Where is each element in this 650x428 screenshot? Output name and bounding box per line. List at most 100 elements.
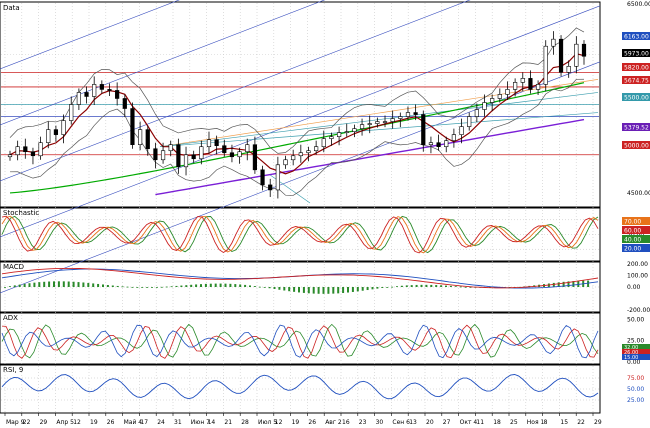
time-axis-label: 23 [359, 419, 367, 426]
time-axis-label: 18 [493, 419, 501, 426]
time-axis-label: 28 [241, 419, 249, 426]
candle-body [260, 169, 265, 186]
channel-line [0, 5, 601, 238]
macd-histogram-bar [62, 281, 65, 287]
fan-line [159, 92, 599, 148]
macd-histogram-bar [371, 287, 374, 290]
macd-histogram-bar [38, 282, 41, 287]
price-level-badge [622, 49, 650, 57]
macd-histogram-bar [459, 286, 462, 288]
macd-histogram-bar [445, 285, 447, 287]
adx-pane-title: ADX [3, 314, 18, 322]
candle-body [252, 144, 258, 171]
stoch-value-badge-text: 20.00 [624, 246, 641, 253]
candle-body [183, 154, 189, 168]
macd-histogram-bar [224, 283, 227, 287]
macd-axis-label: 0.00 [627, 284, 641, 291]
time-axis-label: 11 [476, 419, 484, 426]
macd-histogram-bar [53, 281, 55, 287]
macd-histogram-bar [43, 281, 46, 287]
macd-histogram-bar [92, 283, 95, 287]
macd-histogram-bar [234, 284, 237, 287]
stoch-value-badge [622, 235, 650, 243]
time-axis-label: 12 [275, 419, 283, 426]
macd-histogram-bar [4, 287, 6, 288]
macd-histogram-bar [440, 285, 443, 287]
time-axis-label: 24 [157, 419, 165, 426]
ma-short-line [9, 52, 585, 175]
macd-histogram-bar [23, 283, 26, 287]
macd-histogram-bar [562, 281, 565, 287]
stoch-value-badge [622, 226, 650, 234]
macd-histogram-bar [190, 284, 193, 287]
macd-histogram-bar [449, 285, 452, 287]
candle-body [153, 148, 158, 161]
candle-body [405, 112, 411, 117]
macd-histogram-bar [587, 280, 590, 287]
candle-body [46, 129, 51, 143]
macd-histogram-bar [180, 285, 183, 287]
macd-histogram-bar [577, 280, 580, 287]
macd-histogram-bar [18, 284, 21, 287]
time-axis-label: 30 [376, 419, 384, 426]
price-axis-label: 6500.00 [627, 1, 650, 8]
macd-pane-title: MACD [3, 263, 24, 271]
time-axis-label: Апр 5 [56, 419, 74, 426]
macd-histogram-bar [160, 286, 163, 288]
macd-histogram-bar [361, 287, 364, 291]
rsi-axis-label: 75.00 [627, 375, 644, 382]
candle-body [115, 90, 120, 99]
macd-histogram-bar [410, 285, 413, 287]
candle-body [413, 112, 418, 115]
candle-body [581, 43, 587, 57]
macd-histogram-bar [229, 283, 232, 287]
bollinger-lower-line [9, 78, 585, 196]
macd-histogram-bar [263, 287, 266, 288]
macd-histogram-bar [567, 281, 570, 287]
macd-histogram-bar [268, 287, 271, 289]
macd-histogram-bar [106, 285, 109, 287]
candle-body [84, 92, 89, 97]
time-axis-label: 26 [308, 419, 316, 426]
time-axis-label: Июл 5 [258, 419, 277, 426]
price-level-badge-text: 6163.00 [624, 34, 649, 41]
macd-histogram-bar [175, 285, 178, 287]
candle-body [145, 129, 150, 150]
price-level-badge [622, 123, 650, 131]
channel-line [0, 0, 180, 70]
macd-histogram-bar [57, 281, 60, 287]
time-axis-label: 29 [594, 419, 602, 426]
macd-histogram-bar [72, 281, 75, 287]
time-axis-label: 31 [174, 419, 182, 426]
candle-body [558, 38, 564, 73]
macd-histogram-bar [405, 285, 408, 287]
stochastic-line [1, 215, 599, 254]
candle-body [15, 146, 20, 156]
macd-histogram-bar [386, 287, 389, 288]
rsi-line [1, 374, 599, 400]
price-level-badge [622, 63, 650, 71]
macd-histogram-bar [102, 284, 104, 287]
candle-body [138, 129, 143, 145]
time-axis-label: 19 [90, 419, 98, 426]
candle-body [428, 142, 434, 146]
macd-histogram-bar [307, 287, 310, 294]
candle-body [268, 184, 273, 191]
macd-axis-label: 100.00 [627, 273, 648, 280]
candle-body [574, 43, 579, 67]
macd-histogram-bar [420, 284, 423, 287]
candle-body [421, 114, 426, 146]
stochastic-pane-title: Stochastic [3, 209, 39, 217]
price-level-badge-text: 5000.00 [624, 143, 649, 150]
candle-body [505, 89, 510, 95]
macd-histogram-bar [165, 286, 168, 288]
candle-body [291, 155, 296, 161]
macd-histogram-bar [322, 287, 325, 294]
candle-body [99, 84, 104, 90]
macd-line [1, 267, 599, 289]
macd-histogram-bar [244, 284, 247, 287]
macd-histogram-bar [141, 287, 144, 288]
macd-histogram-bar [219, 283, 222, 287]
time-axis-label: Сен 6 [392, 419, 410, 426]
